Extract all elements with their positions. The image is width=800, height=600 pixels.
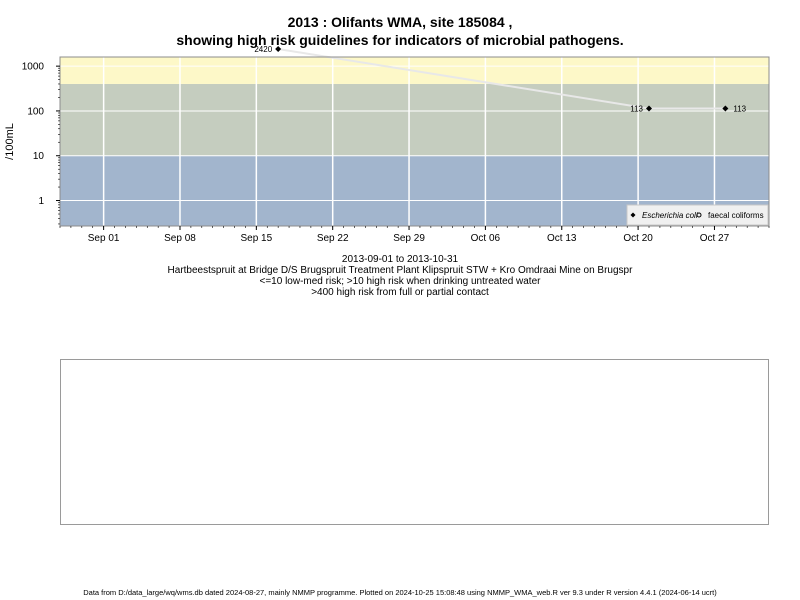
empty-plot-panel (60, 359, 769, 525)
x-tick-label-0: Sep 01 (88, 233, 120, 244)
data-label-0-1: 113 (630, 105, 643, 114)
x-tick-label-5: Oct 06 (471, 233, 501, 244)
chart-plot: 2420 113 113 1 10 100 1000/100mL Sep 01 Sep 08 S… (4, 45, 770, 244)
data-point-0-1 (646, 105, 653, 112)
x-tick-label-1: Sep 08 (164, 233, 196, 244)
data-label-0-2: 113 (733, 105, 746, 114)
risk-band-1 (60, 83, 769, 156)
x-tick-label-3: Sep 22 (317, 233, 349, 244)
y-axis-label: /100mL (4, 123, 16, 160)
data-label-0-0: 2420 (254, 45, 272, 54)
subtitle-guideline-drinking: <=10 low-med risk; >10 high risk when dr… (259, 276, 541, 287)
x-tick-label-8: Oct 27 (700, 233, 730, 244)
legend-marker-0 (630, 212, 636, 218)
x-tick-label-6: Oct 13 (547, 233, 577, 244)
subtitle-site-name: Hartbeestspruit at Bridge D/S Brugspruit… (167, 265, 633, 276)
y-tick-label-1: 10 (33, 151, 45, 162)
plot-frame (59, 56, 770, 227)
chart-title-line-1: 2013 : Olifants WMA, site 185084 , (287, 14, 513, 30)
y-tick-label-3: 1000 (22, 62, 45, 73)
y-tick-label-0: 1 (38, 196, 44, 207)
legend-marker-1 (696, 212, 702, 218)
footer-note: Data from D:/data_large/wq/wms.db dated … (83, 588, 717, 597)
data-point-0-2 (722, 105, 729, 112)
legend-label-1: faecal coliforms (708, 211, 764, 220)
x-tick-label-7: Oct 20 (623, 233, 653, 244)
legend-label-0: Escherichia coli (642, 211, 698, 220)
x-tick-label-4: Sep 29 (393, 233, 425, 244)
x-tick-label-2: Sep 15 (240, 233, 272, 244)
chart-title-line-2: showing high risk guidelines for indicat… (176, 32, 624, 48)
subtitle-date-range: 2013-09-01 to 2013-10-31 (341, 254, 459, 265)
y-tick-label-2: 100 (27, 106, 44, 117)
subtitle-guideline-contact: >400 high risk from full or partial cont… (311, 287, 489, 298)
data-point-0-0 (275, 45, 282, 52)
